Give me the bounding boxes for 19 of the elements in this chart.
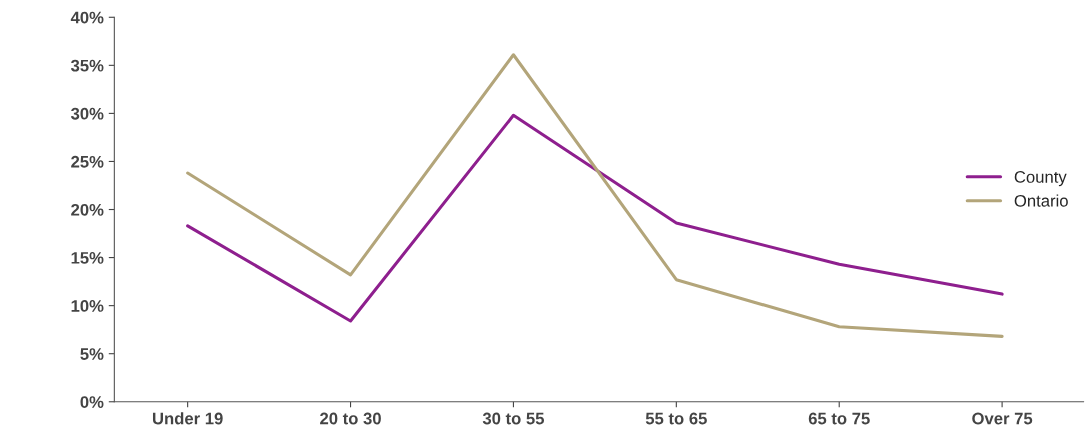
x-tick-label: 65 to 75 xyxy=(808,412,870,425)
legend-label: County xyxy=(1014,171,1067,187)
y-tick-label: 10% xyxy=(71,300,104,312)
y-tick-label: 0% xyxy=(80,396,104,408)
x-tick-label: 30 to 55 xyxy=(482,412,544,425)
line-series xyxy=(186,53,1004,338)
y-tick-label: 35% xyxy=(70,59,104,72)
y-tick-label: 25% xyxy=(71,155,104,168)
x-tick-label: Over 75 xyxy=(972,412,1033,425)
x-tick-label: 20 to 30 xyxy=(320,412,381,425)
y-tick-label: 5% xyxy=(80,348,104,360)
y-tick-label: 40% xyxy=(70,11,104,24)
y-tick-label: 15% xyxy=(71,252,104,264)
legend-label: Ontario xyxy=(1014,194,1068,207)
x-tick-label: Under 19 xyxy=(152,412,223,425)
x-tick-label: 55 to 65 xyxy=(645,412,707,425)
y-tick-label: 20% xyxy=(71,203,104,216)
y-tick-label: 30% xyxy=(70,107,104,120)
line-series xyxy=(186,113,1004,323)
